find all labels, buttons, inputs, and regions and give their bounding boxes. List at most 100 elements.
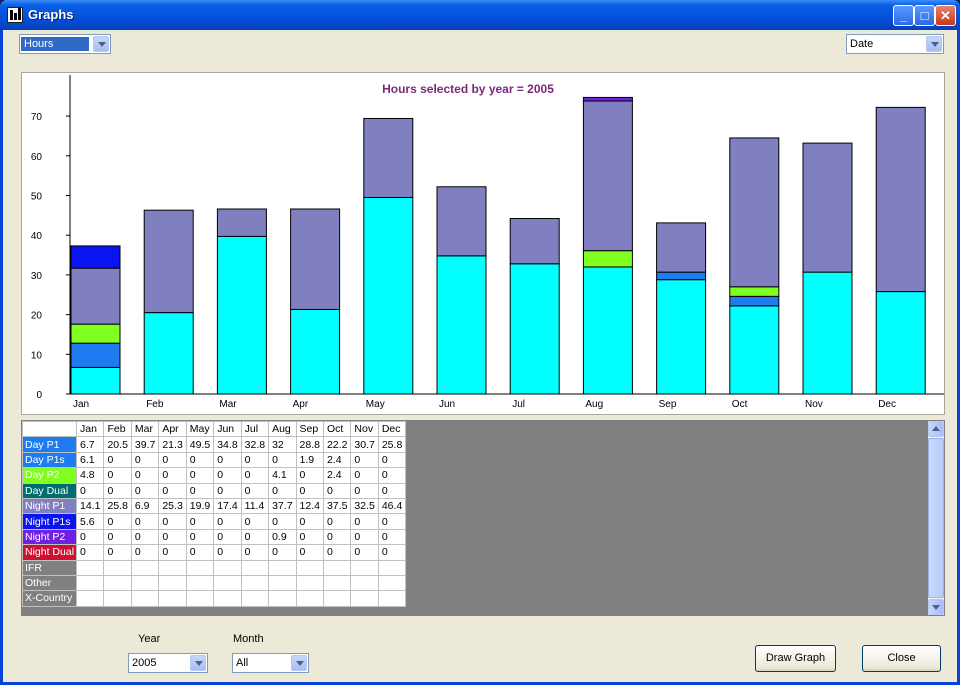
table-cell[interactable]: 0	[350, 544, 379, 561]
table-cell[interactable]: 0	[377, 528, 407, 546]
table-cell[interactable]: 0	[268, 482, 297, 499]
table-cell[interactable]: 0	[295, 544, 324, 561]
table-cell[interactable]: 32.5	[350, 497, 379, 515]
table-cell[interactable]: 0	[295, 528, 324, 546]
table-cell[interactable]	[185, 559, 215, 576]
title-bar[interactable]: Graphs _ □ ✕	[0, 0, 960, 30]
chevron-down-icon[interactable]	[93, 36, 109, 52]
table-cell[interactable]: 0	[158, 513, 187, 530]
table-cell[interactable]: 0	[130, 528, 160, 546]
table-cell[interactable]: 0	[103, 528, 132, 546]
table-cell[interactable]: 0	[213, 528, 242, 546]
table-scrollbar[interactable]	[928, 421, 944, 615]
table-cell[interactable]: 0	[240, 513, 270, 530]
table-cell[interactable]: 28.8	[295, 436, 324, 453]
sort-select[interactable]: Date	[846, 34, 944, 54]
table-cell[interactable]	[213, 559, 242, 576]
table-cell[interactable]	[158, 559, 187, 576]
table-cell[interactable]: 0	[103, 513, 132, 530]
minimize-button[interactable]: _	[893, 5, 914, 26]
table-cell[interactable]: 0	[322, 544, 352, 561]
table-cell[interactable]: 37.7	[268, 497, 297, 515]
table-cell[interactable]: 0	[350, 482, 379, 499]
table-cell[interactable]	[350, 559, 379, 576]
table-cell[interactable]	[377, 559, 407, 576]
table-cell[interactable]: 0	[185, 513, 215, 530]
table-cell[interactable]: 25.8	[103, 497, 132, 515]
scroll-up-button[interactable]	[928, 421, 944, 437]
table-cell[interactable]	[103, 590, 132, 607]
table-cell[interactable]: 0	[158, 451, 187, 469]
table-cell[interactable]: 0	[185, 482, 215, 499]
month-select[interactable]: All	[232, 653, 309, 673]
table-cell[interactable]: 19.9	[185, 497, 215, 515]
table-cell[interactable]: 0	[158, 482, 187, 499]
table-cell[interactable]: 6.9	[130, 497, 160, 515]
table-cell[interactable]: 4.1	[268, 467, 297, 484]
table-cell[interactable]: 5.6	[76, 513, 105, 530]
table-cell[interactable]: 4.8	[76, 467, 105, 484]
chevron-down-icon[interactable]	[926, 36, 942, 52]
table-cell[interactable]: 0	[377, 467, 407, 484]
table-cell[interactable]: 0	[185, 467, 215, 484]
table-cell[interactable]: 0	[240, 482, 270, 499]
table-cell[interactable]: 0	[350, 467, 379, 484]
table-cell[interactable]: 11.4	[240, 497, 270, 515]
chevron-down-icon[interactable]	[190, 655, 206, 671]
table-cell[interactable]: 14.1	[76, 497, 105, 515]
table-cell[interactable]: 0	[213, 544, 242, 561]
table-cell[interactable]	[103, 574, 132, 592]
table-cell[interactable]: 0	[240, 467, 270, 484]
table-cell[interactable]: 0	[103, 467, 132, 484]
table-cell[interactable]: 0	[213, 451, 242, 469]
scroll-down-button[interactable]	[928, 599, 944, 615]
table-cell[interactable]	[76, 590, 105, 607]
table-cell[interactable]: 0	[377, 544, 407, 561]
table-cell[interactable]: 39.7	[130, 436, 160, 453]
table-cell[interactable]: 0	[322, 482, 352, 499]
table-cell[interactable]: 0	[76, 528, 105, 546]
table-cell[interactable]: 20.5	[103, 436, 132, 453]
chevron-down-icon[interactable]	[291, 655, 307, 671]
table-cell[interactable]: 0	[295, 482, 324, 499]
table-cell[interactable]: 0	[295, 513, 324, 530]
close-button[interactable]: Close	[862, 645, 941, 672]
table-cell[interactable]: 0	[103, 451, 132, 469]
table-cell[interactable]	[295, 590, 324, 607]
table-cell[interactable]	[240, 590, 270, 607]
table-cell[interactable]	[322, 559, 352, 576]
table-cell[interactable]: 32	[268, 436, 297, 453]
table-cell[interactable]: 22.2	[322, 436, 352, 453]
table-cell[interactable]: 6.7	[76, 436, 105, 453]
table-cell[interactable]: 0	[377, 513, 407, 530]
table-cell[interactable]: 0	[213, 513, 242, 530]
table-cell[interactable]: 34.8	[213, 436, 242, 453]
table-cell[interactable]: 0	[268, 544, 297, 561]
table-cell[interactable]	[240, 559, 270, 576]
table-cell[interactable]: 0	[240, 544, 270, 561]
table-cell[interactable]	[213, 574, 242, 592]
table-cell[interactable]	[130, 590, 160, 607]
table-cell[interactable]	[130, 559, 160, 576]
table-cell[interactable]	[350, 574, 379, 592]
table-cell[interactable]: 0	[130, 482, 160, 499]
table-cell[interactable]: 0	[185, 544, 215, 561]
table-cell[interactable]: 0	[322, 513, 352, 530]
table-cell[interactable]	[76, 559, 105, 576]
table-cell[interactable]: 0	[185, 528, 215, 546]
table-cell[interactable]	[213, 590, 242, 607]
table-cell[interactable]: 0	[76, 482, 105, 499]
table-cell[interactable]: 6.1	[76, 451, 105, 469]
table-cell[interactable]: 0	[213, 482, 242, 499]
table-cell[interactable]	[268, 559, 297, 576]
table-cell[interactable]: 0	[350, 513, 379, 530]
table-cell[interactable]: 0	[268, 513, 297, 530]
table-cell[interactable]	[158, 574, 187, 592]
table-cell[interactable]: 17.4	[213, 497, 242, 515]
table-cell[interactable]: 0	[130, 451, 160, 469]
table-cell[interactable]: 2.4	[322, 467, 352, 484]
table-cell[interactable]: 25.3	[158, 497, 187, 515]
table-cell[interactable]	[130, 574, 160, 592]
table-cell[interactable]: 30.7	[350, 436, 379, 453]
table-cell[interactable]	[295, 559, 324, 576]
